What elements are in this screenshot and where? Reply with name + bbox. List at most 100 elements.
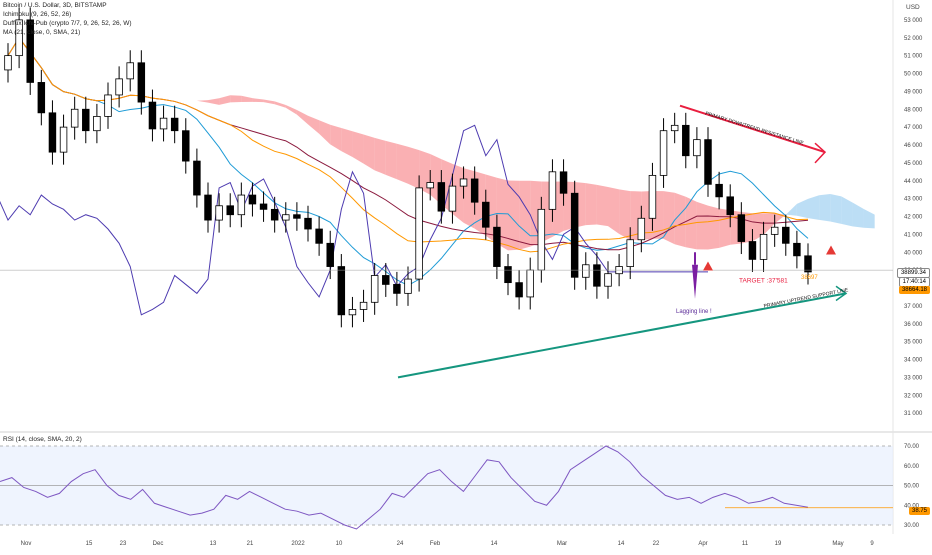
candle-body-7 [82, 108, 90, 132]
candle-body-34 [382, 275, 390, 285]
price-tick-10: 41 000 [904, 232, 923, 238]
target-label: TARGET :37'581 [739, 278, 788, 285]
candle-body-51 [570, 192, 579, 278]
cloud-segment-18 [308, 115, 320, 134]
price-tick-19: 50 000 [904, 72, 923, 78]
candle-body-52 [582, 264, 590, 278]
x-tick-8: 24 [397, 541, 404, 547]
price-tick-12: 43 000 [904, 197, 923, 203]
x-tick-4: 13 [210, 541, 217, 547]
candle-body-70 [782, 226, 790, 244]
cloud-segment-36 [508, 180, 520, 251]
rsi-legend[interactable]: RSI (14, close, SMA, 20, 2) [3, 436, 82, 443]
cloud-segment-43 [585, 183, 597, 226]
candle-body-16 [182, 130, 190, 162]
price-tick-9: 40 000 [904, 250, 923, 256]
candle-body-57 [637, 217, 646, 241]
candle-body-4 [48, 112, 57, 153]
cloud-segment-23 [363, 134, 375, 171]
candle-body-22 [248, 194, 257, 205]
legend-ma[interactable]: MA (21, close, 0, SMA, 21) [3, 29, 81, 36]
cloud-segment-27 [408, 146, 420, 189]
cloud-segment-65 [830, 193, 842, 224]
candle-body-71 [793, 242, 801, 257]
candle-body-41 [459, 178, 468, 187]
candle-body-23 [259, 203, 268, 210]
price-tick-16: 47 000 [904, 125, 923, 131]
x-tick-15: 11 [742, 541, 749, 547]
candle-body-49 [548, 171, 557, 210]
candle-body-44 [493, 226, 501, 267]
price-tick-11: 42 000 [904, 215, 923, 221]
candle-body-20 [226, 205, 234, 216]
cloud-segment-66 [841, 196, 853, 227]
cloud-segment-15 [274, 101, 286, 108]
x-tick-3: Dec [153, 541, 164, 547]
price-tick-20: 51 000 [904, 54, 923, 60]
candle-body-67 [748, 241, 757, 260]
candle-body-33 [370, 275, 379, 303]
candle-body-15 [170, 117, 179, 132]
warning-icon-1 [826, 245, 836, 255]
candle-body-19 [215, 205, 223, 221]
x-tick-5: 21 [247, 541, 254, 547]
candle-body-69 [770, 226, 779, 235]
price-tick-3: 34 000 [904, 358, 923, 364]
candle-body-36 [404, 278, 412, 294]
candle-body-63 [704, 139, 712, 185]
candle-body-11 [126, 62, 134, 80]
warning-icon-0 [703, 261, 713, 271]
lagging-arrow-head [692, 264, 698, 299]
candle-body-72 [804, 255, 812, 273]
candle-body-58 [648, 174, 657, 219]
x-tick-13: 22 [653, 541, 660, 547]
legend-ichimoku[interactable]: Ichimoku (9, 26, 52, 26) [3, 11, 72, 18]
candle-body-39 [437, 182, 446, 212]
price-tick-21: 52 000 [904, 36, 923, 42]
cloud-segment-53 [696, 201, 708, 250]
candle-body-62 [693, 139, 701, 157]
candle-body-38 [426, 182, 434, 189]
candle-body-65 [726, 196, 734, 216]
cloud-segment-64 [819, 193, 831, 222]
cloud-segment-63 [808, 195, 820, 220]
cloud-segment-13 [252, 98, 264, 103]
cloud-segment-50 [663, 191, 675, 245]
price-tick-1: 32 000 [904, 393, 923, 399]
candle-body-24 [270, 208, 279, 221]
price-tick-4: 35 000 [904, 340, 923, 346]
legend-duffux[interactable]: Duffux Ichi-Pub (crypto 7/7, 9, 26, 52, … [3, 20, 132, 27]
x-tick-10: 14 [491, 541, 498, 547]
cloud-segment-59 [763, 213, 775, 235]
cloud-segment-4 [152, 84, 164, 92]
candle-body-26 [293, 214, 301, 219]
candle-body-46 [515, 282, 523, 298]
candle-body-50 [559, 171, 568, 194]
cloud-segment-51 [674, 192, 686, 248]
x-tick-17: May [832, 541, 843, 547]
candle-body-42 [470, 178, 479, 203]
candle-body-37 [415, 187, 423, 280]
cloud-segment-9 [208, 98, 220, 105]
uptrend-support-line [397, 292, 847, 379]
currency-label: USD [906, 4, 920, 11]
x-tick-7: 10 [336, 541, 343, 547]
cloud-segment-17 [296, 109, 308, 125]
cloud-segment-12 [241, 95, 253, 103]
x-tick-1: 15 [86, 541, 93, 547]
downtrend-arrow-head [814, 142, 827, 164]
uptrend-arrow-head [835, 285, 848, 302]
candle-body-35 [393, 284, 401, 294]
chart-title: Bitcoin / U.S. Dollar, 3D, BITSTAMP [3, 2, 107, 9]
x-tick-12: 14 [618, 541, 625, 547]
rsi-tick-1: 40.00 [904, 503, 920, 509]
cloud-segment-68 [863, 208, 875, 229]
resistance-label: PRIMARY DOWNTREND RESISTANCE LINE [704, 111, 804, 147]
candle-body-32 [359, 301, 368, 310]
cloud-segment-67 [852, 202, 864, 228]
candle-body-12 [137, 62, 146, 103]
rsi-line [0, 445, 809, 530]
cloud-segment-1 [119, 37, 131, 53]
candle-body-60 [670, 124, 679, 132]
